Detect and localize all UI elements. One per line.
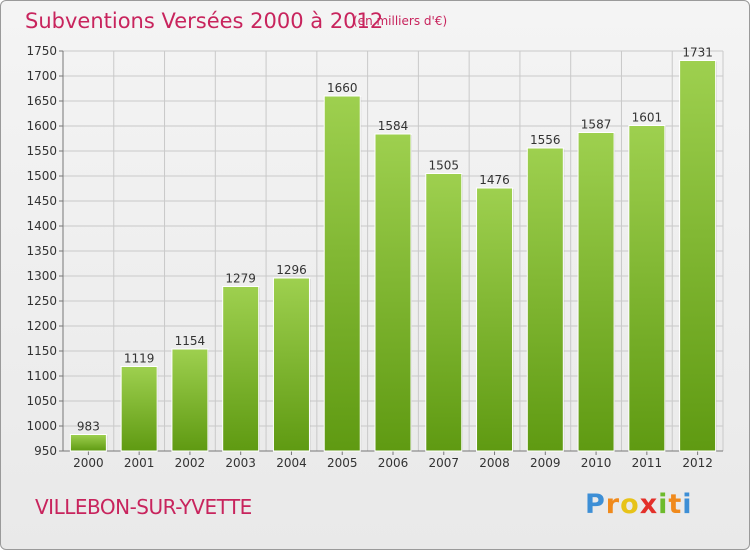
logo-letter: t bbox=[668, 489, 683, 520]
y-tick-label: 1550 bbox=[26, 144, 57, 158]
y-tick-label: 1400 bbox=[26, 219, 57, 233]
data-label: 1279 bbox=[225, 272, 256, 286]
bar-2003 bbox=[222, 286, 260, 452]
bar-2006 bbox=[374, 133, 412, 452]
y-tick-label: 1200 bbox=[26, 319, 57, 333]
bar-2008 bbox=[476, 187, 514, 452]
x-tick-label: 2009 bbox=[530, 456, 561, 470]
y-tick-label: 1250 bbox=[26, 294, 57, 308]
y-tick-label: 1700 bbox=[26, 69, 57, 83]
bar-2001 bbox=[120, 366, 158, 452]
data-label: 1731 bbox=[682, 46, 713, 60]
bar-2009 bbox=[526, 147, 564, 452]
commune-name: VILLEBON-SUR-YVETTE bbox=[35, 495, 252, 519]
y-tick-label: 1650 bbox=[26, 94, 57, 108]
y-tick-label: 1450 bbox=[26, 194, 57, 208]
y-tick-label: 1100 bbox=[26, 369, 57, 383]
data-labels: 983 1119 1154 1279 1296 1660 1584 1505 1476 1556 1… bbox=[77, 46, 713, 434]
x-tick-label: 2012 bbox=[682, 456, 713, 470]
bar-2002 bbox=[171, 348, 209, 452]
logo-letter: i bbox=[658, 489, 669, 520]
x-tick-label: 2006 bbox=[378, 456, 409, 470]
data-label: 1296 bbox=[276, 263, 307, 277]
data-label: 1505 bbox=[428, 159, 459, 173]
x-tick-label: 2003 bbox=[225, 456, 256, 470]
y-tick-label: 1050 bbox=[26, 394, 57, 408]
proxiti-logo: Proxiti bbox=[585, 489, 693, 520]
bar-2012 bbox=[679, 60, 717, 452]
data-label: 1587 bbox=[581, 118, 612, 132]
y-tick-label: 1150 bbox=[26, 344, 57, 358]
chart-subtitle: (en milliers d'€) bbox=[353, 14, 448, 28]
y-tick-label: 1600 bbox=[26, 119, 57, 133]
bar-2010 bbox=[577, 132, 615, 452]
bars bbox=[69, 60, 717, 452]
x-tick-label: 2000 bbox=[73, 456, 104, 470]
x-tick-label: 2011 bbox=[632, 456, 663, 470]
data-label: 983 bbox=[77, 420, 100, 434]
data-label: 1660 bbox=[327, 81, 358, 95]
logo-letter: x bbox=[639, 489, 659, 520]
x-tick-label: 2001 bbox=[124, 456, 155, 470]
y-tick-label: 950 bbox=[34, 444, 57, 458]
bar-2004 bbox=[272, 277, 310, 452]
tick-labels: 950 1000 1050 1100 1150 1200 1250 1300 1350 1400 1… bbox=[26, 44, 712, 470]
data-label: 1601 bbox=[632, 111, 663, 125]
bar-2005 bbox=[323, 95, 361, 452]
y-tick-label: 1750 bbox=[26, 44, 57, 58]
data-label: 1556 bbox=[530, 133, 561, 147]
x-tick-label: 2005 bbox=[327, 456, 358, 470]
x-tick-label: 2008 bbox=[479, 456, 510, 470]
x-tick-label: 2010 bbox=[581, 456, 612, 470]
x-tick-label: 2007 bbox=[428, 456, 459, 470]
y-tick-label: 1350 bbox=[26, 244, 57, 258]
y-tick-label: 1500 bbox=[26, 169, 57, 183]
bar-2007 bbox=[425, 173, 463, 452]
y-tick-label: 1000 bbox=[26, 419, 57, 433]
bar-2011 bbox=[628, 125, 666, 452]
logo-letter: o bbox=[620, 489, 640, 520]
y-tick-label: 1300 bbox=[26, 269, 57, 283]
chart-title: Subventions Versées 2000 à 2012 bbox=[25, 9, 384, 33]
logo-letter: r bbox=[605, 489, 621, 520]
x-tick-label: 2002 bbox=[175, 456, 206, 470]
logo-letter: i bbox=[682, 489, 693, 520]
data-label: 1154 bbox=[175, 334, 206, 348]
data-label: 1476 bbox=[479, 173, 510, 187]
data-label: 1584 bbox=[378, 119, 409, 133]
x-tick-label: 2004 bbox=[276, 456, 307, 470]
data-label: 1119 bbox=[124, 352, 155, 366]
logo-letter: P bbox=[585, 489, 606, 520]
bar-2000 bbox=[69, 434, 107, 452]
